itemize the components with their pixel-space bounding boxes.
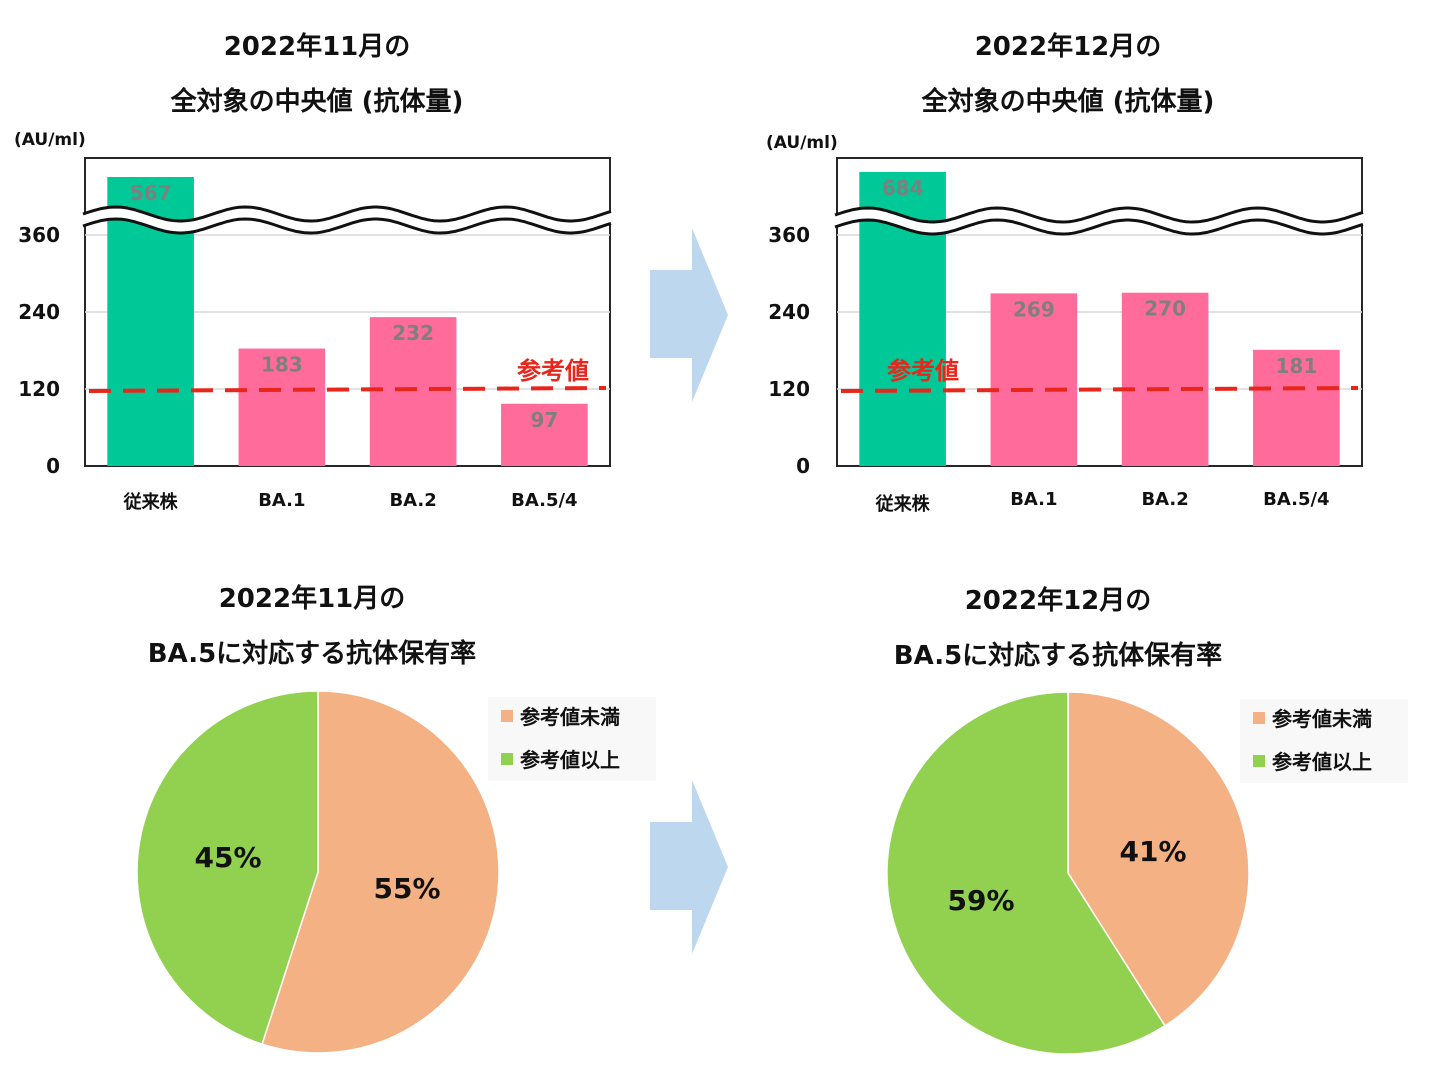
legend-box — [488, 697, 656, 781]
pie-chart-december: 2022年12月の BA.5に対応する抗体保有率 41% 59% 参考値未満 参考… — [886, 585, 1408, 1055]
pie-slice — [136, 690, 319, 1046]
axis-break-wave-lower — [82, 217, 612, 235]
reference-label: 参考値 — [517, 357, 589, 385]
bar — [1121, 292, 1209, 466]
bar-value-label: 567 — [130, 181, 172, 205]
bar — [501, 403, 588, 466]
y-axis-unit: (AU/ml) — [766, 133, 838, 153]
chart-title-line2: BA.5に対応する抗体保有率 — [894, 640, 1222, 671]
pie-slice-label: 55% — [373, 872, 440, 905]
y-tick-label: 120 — [18, 377, 60, 401]
chart-title-line2: 全対象の中央値 (抗体量) — [921, 86, 1215, 117]
bar-value-label: 232 — [392, 321, 434, 345]
legend-swatch-below — [1253, 712, 1265, 724]
pie-legend: 参考値未満 参考値以上 — [1240, 699, 1408, 783]
y-tick-label: 240 — [768, 300, 810, 324]
bar-chart-november: 2022年11月の 全対象の中央値 (抗体量) (AU/ml) 0 120 240 3… — [14, 31, 612, 513]
pie-slice — [886, 691, 1167, 1055]
y-tick-label: 360 — [768, 223, 810, 247]
arrow-shape — [650, 780, 728, 954]
y-tick-label: 120 — [768, 377, 810, 401]
pie-slice-label: 45% — [194, 841, 261, 874]
pie-slice — [261, 690, 500, 1054]
legend-label-below: 参考値未満 — [1272, 707, 1372, 731]
arrow-shape — [650, 228, 728, 402]
reference-line — [88, 385, 607, 393]
bar — [238, 348, 326, 466]
x-tick-label: BA.1 — [258, 490, 305, 511]
legend-swatch-above — [1253, 755, 1265, 767]
bar-value-label: 684 — [882, 176, 924, 200]
chart-title-line2: 全対象の中央値 (抗体量) — [170, 86, 464, 117]
axis-break-wave-upper — [834, 206, 1364, 224]
chart-title-line2: BA.5に対応する抗体保有率 — [148, 638, 476, 669]
bar-value-label: 270 — [1144, 297, 1186, 321]
right-chevron-arrow-icon — [650, 228, 728, 402]
chart-title-line1: 2022年11月の — [224, 31, 411, 62]
reference-label: 参考値 — [887, 357, 959, 385]
bar-value-label: 181 — [1276, 354, 1318, 378]
legend-box — [1240, 699, 1408, 783]
pie-legend: 参考値未満 参考値以上 — [488, 697, 656, 781]
x-tick-label: BA.2 — [389, 490, 436, 511]
y-tick-label: 0 — [796, 454, 810, 478]
legend-label-above: 参考値以上 — [520, 748, 620, 772]
bar-value-label: 183 — [261, 353, 303, 377]
x-tick-label: BA.2 — [1141, 489, 1188, 510]
pie-slice-label: 41% — [1119, 835, 1186, 868]
bar-chart-december: 2022年12月の 全対象の中央値 (抗体量) (AU/ml) 0 120 240 3… — [766, 31, 1364, 515]
x-tick-label: 従来株 — [123, 491, 179, 513]
legend-label-below: 参考値未満 — [520, 705, 620, 729]
pie-chart-november: 2022年11月の BA.5に対応する抗体保有率 55% 45% 参考値未満 参考… — [136, 583, 656, 1054]
bar-value-label: 269 — [1013, 297, 1055, 321]
pie-slice — [1067, 691, 1250, 1027]
chart-title-line1: 2022年11月の — [219, 583, 406, 614]
right-chevron-arrow-icon — [650, 780, 728, 954]
pie-slice-label: 59% — [947, 884, 1014, 917]
bar — [990, 293, 1078, 466]
legend-swatch-below — [501, 710, 513, 722]
legend-label-above: 参考値以上 — [1272, 750, 1372, 774]
y-axis-unit: (AU/ml) — [14, 130, 86, 150]
chart-title-line1: 2022年12月の — [965, 585, 1152, 616]
x-tick-label: BA.5/4 — [511, 490, 577, 511]
x-tick-label: 従来株 — [875, 493, 931, 515]
y-tick-label: 360 — [18, 223, 60, 247]
axis-break-wave-lower — [834, 218, 1364, 236]
bar — [369, 317, 457, 466]
chart-title-line1: 2022年12月の — [975, 31, 1162, 62]
bar-value-label: 97 — [530, 408, 558, 432]
y-tick-label: 240 — [18, 300, 60, 324]
x-tick-label: BA.1 — [1010, 489, 1057, 510]
axis-break-wave-upper — [82, 205, 612, 223]
legend-swatch-above — [501, 753, 513, 765]
y-tick-label: 0 — [46, 454, 60, 478]
reference-line — [840, 385, 1359, 393]
x-tick-label: BA.5/4 — [1263, 489, 1329, 510]
bar — [1253, 349, 1340, 466]
